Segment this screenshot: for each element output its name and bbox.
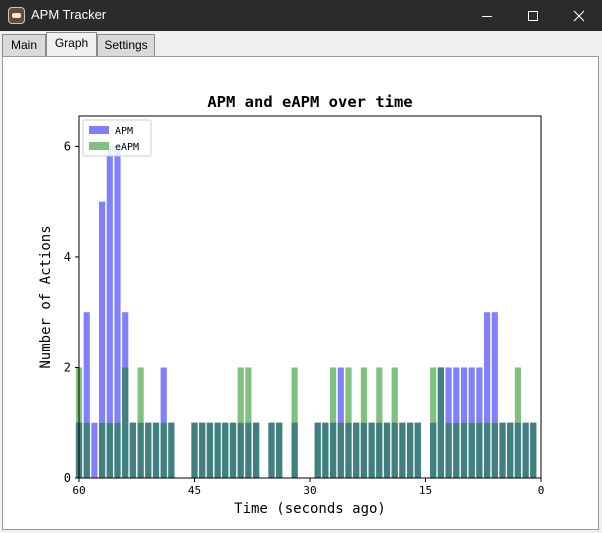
apm-bar-59	[83, 312, 90, 478]
tab-settings[interactable]: Settings	[97, 34, 155, 56]
overlap-bar-1	[530, 422, 537, 478]
overlap-bar-22	[368, 422, 375, 478]
apm-bars	[75, 146, 537, 478]
overlap-bar-13	[437, 367, 444, 478]
overlap-bar-4	[507, 422, 514, 478]
graph-panel: 60 45 30 15 0 0 2 4 6 APM and eAPM over time Tim…	[2, 56, 599, 530]
overlap-bars	[75, 367, 537, 478]
overlap-bar-6	[491, 422, 498, 478]
apm-chart: 60 45 30 15 0 0 2 4 6 APM and eAPM over time Tim…	[38, 93, 545, 517]
overlap-bar-34	[276, 422, 283, 478]
overlap-bar-50	[152, 422, 160, 478]
overlap-bar-40	[229, 422, 237, 478]
overlap-bar-17	[407, 422, 414, 478]
overlap-bar-11	[453, 422, 460, 478]
overlap-bar-52	[137, 422, 144, 478]
apm-bar-56	[106, 146, 113, 478]
minimize-button[interactable]	[464, 0, 510, 31]
overlap-bar-35	[268, 422, 275, 478]
legend-swatch-apm	[89, 126, 109, 134]
overlap-bar-20	[383, 422, 391, 478]
overlap-bar-25	[345, 422, 352, 478]
overlap-bar-26	[337, 422, 344, 478]
y-tick-label-6: 6	[64, 139, 71, 153]
overlap-bar-57	[99, 422, 106, 478]
overlap-bar-18	[399, 422, 406, 478]
close-button[interactable]	[556, 0, 602, 31]
tab-graph[interactable]: Graph	[46, 32, 97, 57]
overlap-bar-10	[460, 422, 468, 478]
overlap-bar-44	[199, 422, 206, 478]
y-axis-label: Number of Actions	[38, 225, 54, 368]
y-tick-label-2: 2	[64, 360, 71, 374]
overlap-bar-28	[322, 422, 329, 478]
overlap-bar-55	[114, 422, 121, 478]
overlap-bar-8	[476, 422, 483, 478]
overlap-bar-23	[360, 422, 367, 478]
legend-label-eapm: eAPM	[115, 142, 139, 153]
overlap-bar-2	[522, 422, 529, 478]
y-tick-label-4: 4	[64, 250, 71, 264]
overlap-bar-51	[145, 422, 152, 478]
legend: APM eAPM	[82, 119, 152, 157]
x-tick-label-60: 60	[72, 484, 85, 497]
overlap-bar-21	[376, 422, 383, 478]
tab-main[interactable]: Main	[2, 34, 46, 56]
overlap-bar-16	[414, 422, 421, 478]
overlap-bar-59	[83, 422, 90, 478]
apm-bar-6	[491, 312, 498, 478]
overlap-bar-45	[191, 422, 198, 478]
apm-bar-57	[99, 201, 106, 478]
overlap-bar-29	[314, 422, 321, 478]
overlap-bar-54	[122, 367, 129, 478]
overlap-bar-12	[445, 422, 452, 478]
chart-title: APM and eAPM over time	[207, 93, 412, 111]
apm-bar-7	[484, 312, 491, 478]
close-icon	[573, 10, 585, 21]
overlap-bar-32	[291, 422, 298, 478]
overlap-bar-7	[484, 422, 491, 478]
overlap-bar-19	[391, 422, 398, 478]
x-tick-label-15: 15	[419, 484, 432, 497]
overlap-bar-41	[222, 422, 229, 478]
x-tick-label-45: 45	[188, 484, 201, 497]
x-tick-label-30: 30	[303, 484, 316, 497]
legend-label-apm: APM	[115, 126, 133, 137]
y-tick-label-0: 0	[64, 471, 71, 485]
apm-bar-58	[91, 422, 98, 478]
overlap-bar-56	[106, 422, 113, 478]
overlap-bar-14	[430, 422, 437, 478]
overlap-bar-24	[353, 422, 360, 478]
overlap-bar-53	[129, 422, 136, 478]
apm-app-icon	[8, 7, 25, 24]
legend-swatch-eapm	[89, 142, 109, 150]
overlap-bar-39	[237, 422, 244, 478]
overlap-bar-37	[253, 422, 260, 478]
axes: 60 45 30 15 0 0 2 4 6	[64, 139, 545, 497]
overlap-bar-27	[330, 422, 337, 478]
overlap-bar-49	[160, 422, 167, 478]
overlap-bar-48	[168, 422, 175, 478]
window-title: APM Tracker	[31, 7, 107, 22]
overlap-bar-42	[214, 422, 221, 478]
title-bar: APM Tracker	[0, 0, 602, 31]
overlap-bar-43	[206, 422, 213, 478]
overlap-bar-9	[468, 422, 475, 478]
overlap-bar-3	[514, 422, 521, 478]
minimize-icon	[482, 15, 492, 17]
overlap-bar-38	[245, 422, 252, 478]
x-tick-label-0: 0	[538, 484, 545, 497]
maximize-button[interactable]	[510, 0, 556, 31]
maximize-icon	[528, 10, 538, 21]
overlap-bar-5	[499, 422, 506, 478]
x-axis-label: Time (seconds ago)	[234, 501, 386, 517]
eapm-bars	[75, 367, 537, 478]
apm-bar-55	[114, 146, 121, 478]
tab-bar: Main Graph Settings	[0, 31, 602, 57]
